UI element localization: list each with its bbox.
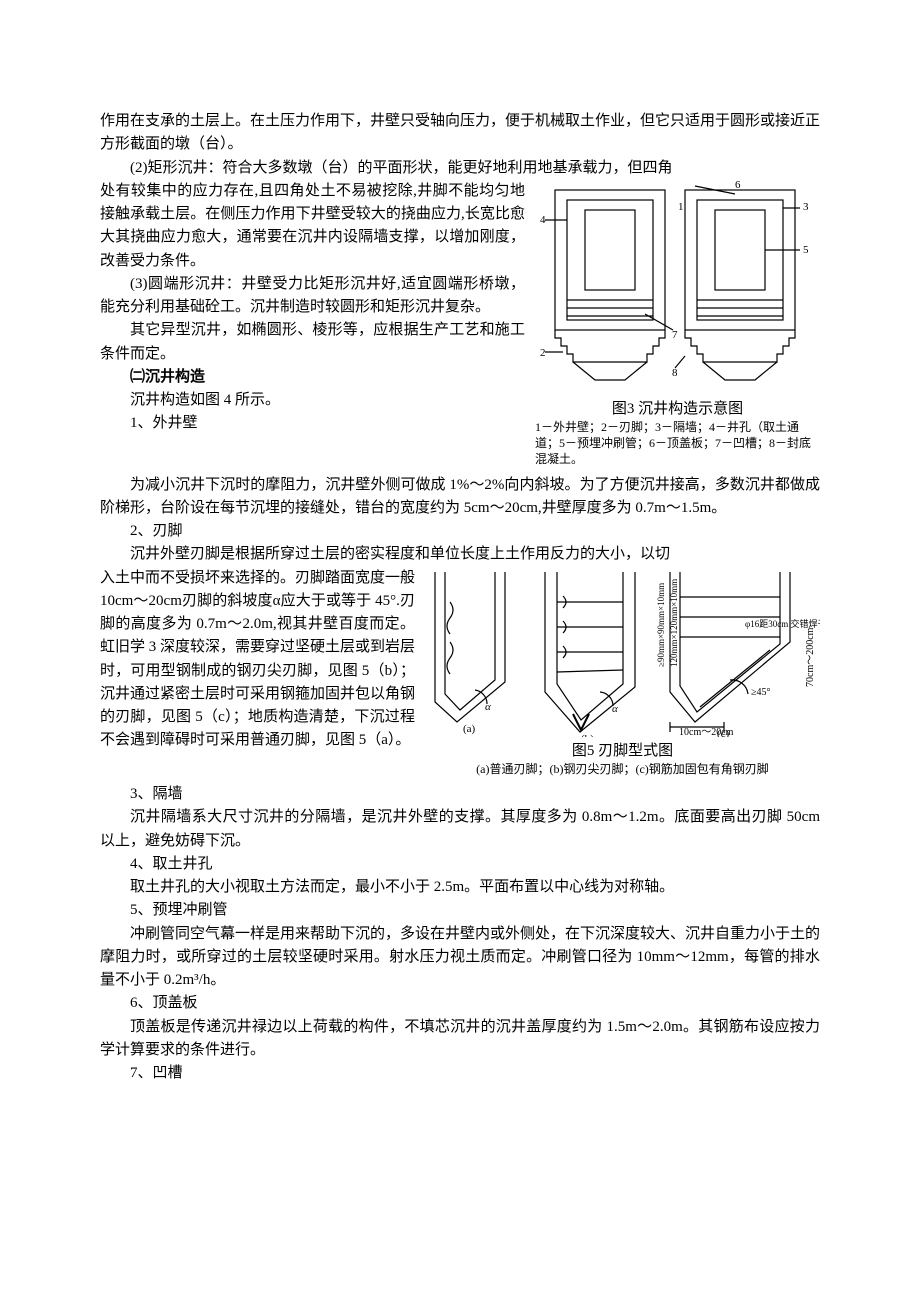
fig5-height: 70cm～200cm (805, 627, 816, 687)
heading-7: 7、凹槽 (100, 1062, 820, 1085)
fig3-label-1: 1 (678, 201, 684, 213)
figure-3: 4 2 1 3 5 6 7 8 图3 沉井构造示意图 1－外井壁；2－刃脚；3－… (535, 180, 820, 468)
figure-3-legend: 1－外井壁；2－刃脚；3－隔墙；4－井孔（取土通道；5－预埋冲刷管；6－顶盖板；… (535, 419, 820, 468)
figure-5: (a) α (425, 567, 820, 777)
para-h1: 为减小沉井下沉时的摩阻力，沉井壁外侧可做成 1%～2%向内斜坡。为了方便沉井接高… (100, 474, 820, 521)
para-2-lead: (2)矩形沉井：符合大多数墩（台）的平面形状，能更好地利用地基承载力，但四角 (100, 157, 820, 180)
page: 作用在支承的土层上。在土压力作用下，井壁只受轴向压力，便于机械取土作业，但它只适… (0, 0, 920, 1165)
fig5-detail: φ16距30cm 交错焊于角钢上 (745, 618, 820, 629)
fig3-label-3: 3 (803, 201, 809, 213)
heading-6: 6、顶盖板 (100, 992, 820, 1015)
fig5-note1: ≥90mm×90mm×10mm (656, 582, 666, 666)
figure-3-svg: 4 2 1 3 5 6 7 8 (535, 180, 820, 395)
fig3-label-4: 4 (540, 214, 546, 226)
para-h6: 顶盖板是传递沉井禄边以上荷载的构件，不填芯沉井的沉井盖厚度约为 1.5m～2.0… (100, 1016, 820, 1063)
fig3-label-8: 8 (672, 367, 678, 379)
figure-5-caption: 图5 刃脚型式图 (425, 741, 820, 761)
figure-3-caption: 图3 沉井构造示意图 (535, 399, 820, 419)
fig5-note2: 120mm×120mm×10mm (669, 578, 679, 666)
fig3-label-5: 5 (803, 244, 809, 256)
fig5-alpha-a: α (485, 701, 491, 713)
fig5-ang: ≥45° (751, 687, 771, 698)
heading-4: 4、取土井孔 (100, 853, 820, 876)
heading-5: 5、预埋冲刷管 (100, 899, 820, 922)
fig3-label-6: 6 (735, 180, 741, 191)
heading-3: 3、隔墙 (100, 783, 820, 806)
figure-5-svg: (a) α (425, 567, 820, 737)
para-h4: 取土井孔的大小视取土方法而定，最小不小于 2.5m。平面布置以中心线为对称轴。 (100, 876, 820, 899)
fig3-label-2: 2 (540, 347, 546, 359)
fig3-label-7: 7 (672, 329, 678, 341)
para-h2-lead: 沉井外壁刃脚是根据所穿过土层的密实程度和单位长度上土作用反力的大小，以切 (100, 543, 820, 566)
fig5-alpha-b: α (612, 703, 618, 715)
fig5-label-c: (c) (717, 728, 730, 737)
figure-5-legend: (a)普通刃脚；(b)钢刃尖刃脚；(c)钢筋加固包有角钢刃脚 (425, 761, 820, 777)
heading-2: 2、刃脚 (100, 520, 820, 543)
para-h3: 沉井隔墙系大尺寸沉井的分隔墙，是沉井外壁的支撑。其厚度多为 0.8m～1.2m。… (100, 806, 820, 853)
fig5-label-a: (a) (463, 723, 476, 735)
para-h5: 冲刷管同空气幕一样是用来帮助下沉的，多设在井壁内或外侧处，在下沉深度较大、沉井自… (100, 923, 820, 993)
para-intro: 作用在支承的土层上。在土压力作用下，井壁只受轴向压力，便于机械取土作业，但它只适… (100, 110, 820, 157)
fig5-label-b: (b) (581, 733, 594, 737)
